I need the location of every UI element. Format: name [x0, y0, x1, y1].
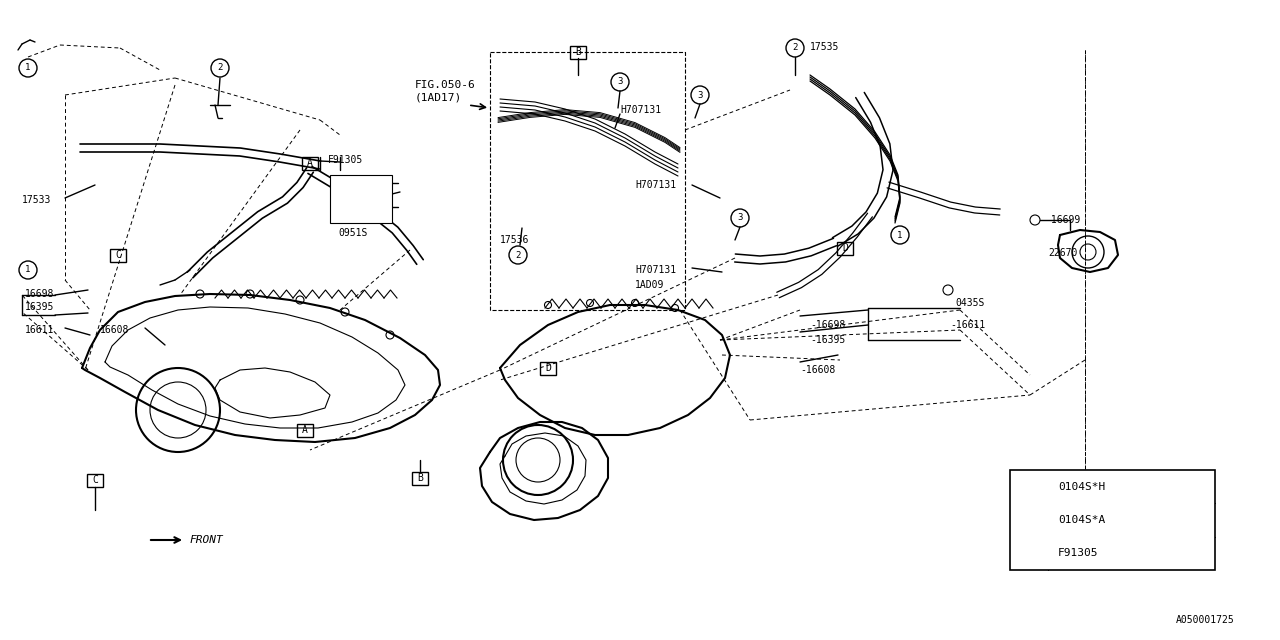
Bar	[302, 157, 317, 170]
Text: 0951S: 0951S	[338, 228, 367, 238]
Text: 3: 3	[737, 214, 742, 223]
Text: A: A	[302, 425, 308, 435]
Text: 1: 1	[1027, 482, 1032, 491]
Text: FIG.050-6: FIG.050-6	[415, 80, 476, 90]
Text: 16608: 16608	[100, 325, 129, 335]
Text: H707131: H707131	[635, 265, 676, 275]
Text: A: A	[307, 158, 312, 168]
Text: 0435S: 0435S	[955, 298, 984, 308]
Bar	[412, 472, 428, 484]
Text: 2: 2	[218, 63, 223, 72]
Text: F91305: F91305	[1059, 548, 1098, 558]
Text: FRONT: FRONT	[189, 535, 224, 545]
Text: H707131: H707131	[620, 105, 662, 115]
Text: B: B	[417, 473, 422, 483]
Text: H707131: H707131	[635, 180, 676, 190]
Text: 1: 1	[26, 266, 31, 275]
Text: C: C	[115, 250, 120, 260]
Bar	[490, 52, 685, 310]
Text: (1AD17): (1AD17)	[415, 92, 462, 102]
Text: 3: 3	[698, 90, 703, 99]
Text: -16611: -16611	[950, 320, 986, 330]
Text: 1AD09: 1AD09	[635, 280, 664, 290]
Text: F91305: F91305	[328, 155, 364, 165]
Text: 2: 2	[792, 44, 797, 52]
Text: 0104S*H: 0104S*H	[1059, 482, 1105, 492]
Text: 1: 1	[897, 230, 902, 239]
Bar	[330, 175, 392, 223]
Text: 17533: 17533	[22, 195, 51, 205]
Text: 16698: 16698	[26, 289, 54, 299]
Bar	[1010, 470, 1215, 570]
Text: 22670: 22670	[1048, 248, 1078, 258]
Text: 0104S*A: 0104S*A	[1059, 515, 1105, 525]
Text: 16611: 16611	[26, 325, 54, 335]
Text: -16699: -16699	[1044, 215, 1080, 225]
Bar	[540, 362, 556, 374]
Text: -16395: -16395	[810, 335, 845, 345]
Text: 17535: 17535	[810, 42, 840, 52]
Text: C: C	[92, 475, 99, 485]
Text: A050001725: A050001725	[1176, 615, 1235, 625]
Text: B: B	[575, 47, 581, 57]
Text: -16608: -16608	[800, 365, 836, 375]
Text: D: D	[545, 363, 550, 373]
Bar	[87, 474, 102, 486]
Text: -16698: -16698	[810, 320, 845, 330]
Bar	[110, 248, 125, 262]
Bar	[297, 424, 314, 436]
Text: 1: 1	[26, 63, 31, 72]
Text: 2: 2	[516, 250, 521, 259]
Text: D: D	[842, 243, 847, 253]
Bar	[837, 241, 852, 255]
Text: 2: 2	[1027, 515, 1032, 525]
Bar	[570, 45, 586, 58]
Text: 3: 3	[1027, 549, 1032, 558]
Text: 17536: 17536	[500, 235, 530, 245]
Text: 3: 3	[617, 77, 622, 86]
Text: 16395: 16395	[26, 302, 54, 312]
